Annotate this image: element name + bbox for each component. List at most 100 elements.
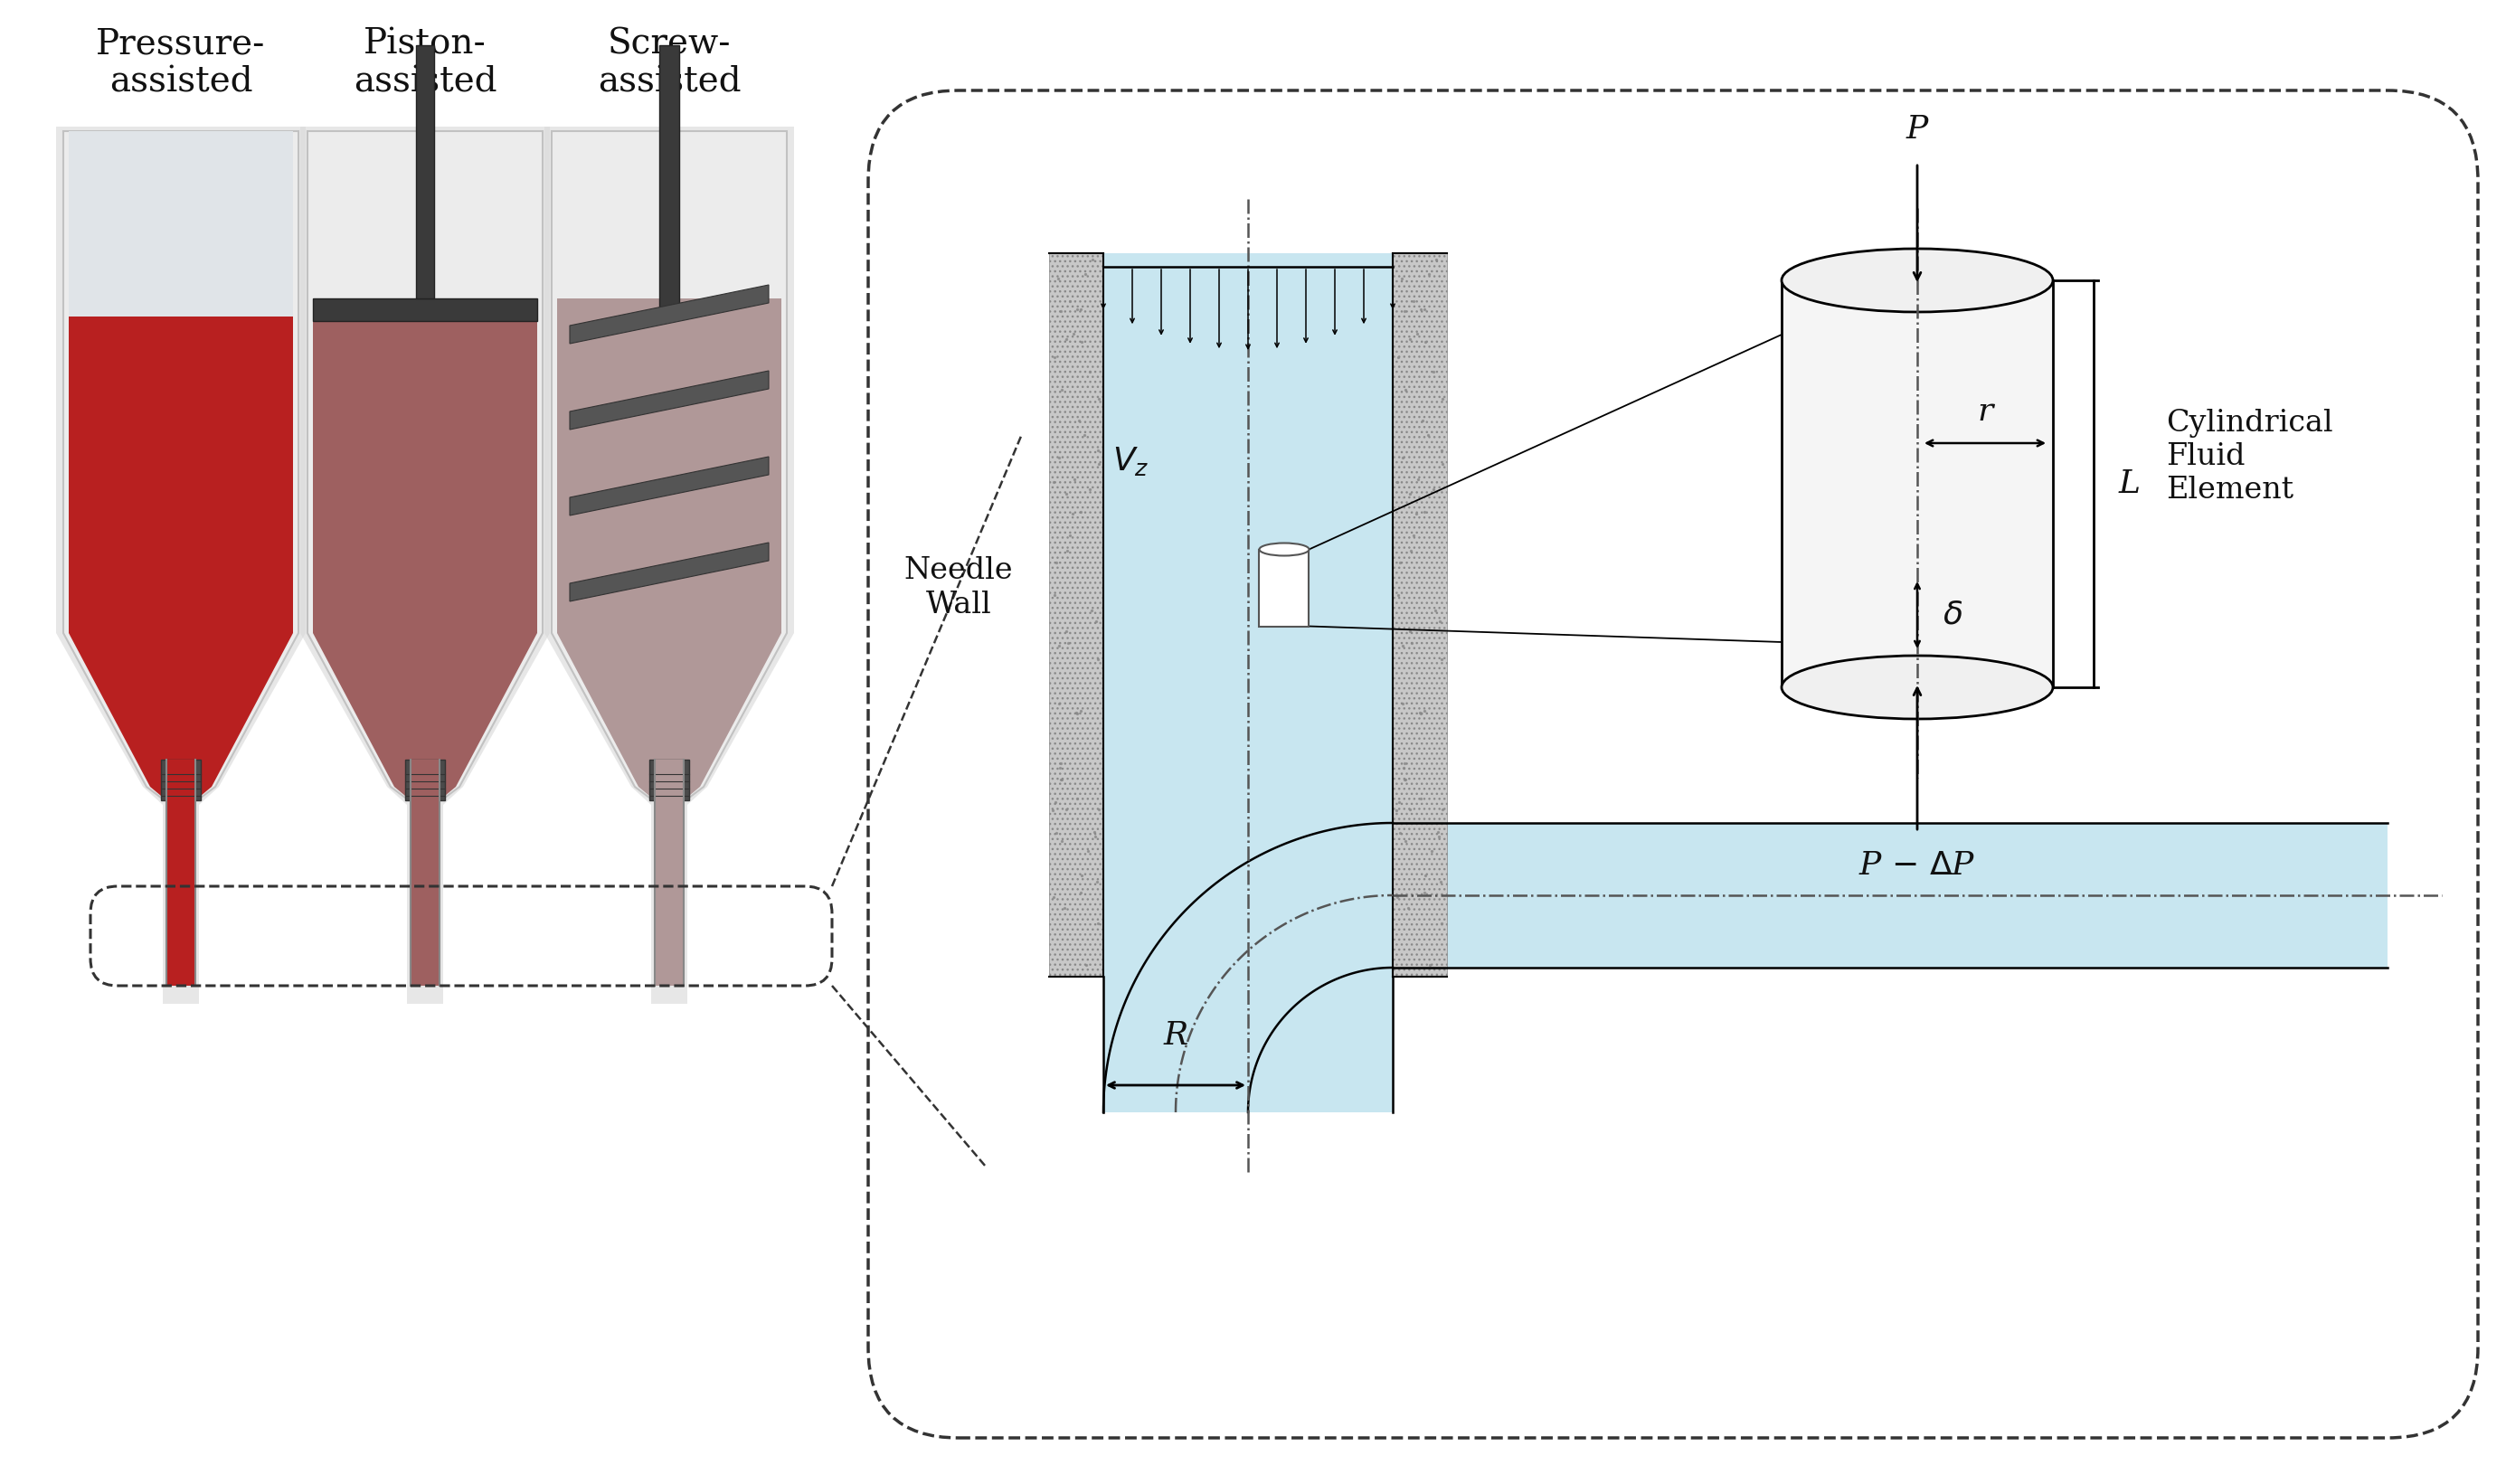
Point <box>1383 751 1423 775</box>
Polygon shape <box>1103 824 1393 1113</box>
Point <box>1376 798 1416 822</box>
Polygon shape <box>308 131 544 800</box>
Text: Piston-
assisted: Piston- assisted <box>353 27 496 99</box>
Polygon shape <box>406 760 446 800</box>
Point <box>1048 539 1088 562</box>
Point <box>1080 387 1120 411</box>
Point <box>1037 267 1078 291</box>
Point <box>1048 798 1088 822</box>
Polygon shape <box>1261 549 1308 626</box>
Point <box>1423 453 1464 476</box>
Point <box>1060 699 1100 723</box>
Point <box>1040 300 1080 324</box>
Polygon shape <box>556 298 782 787</box>
Point <box>1403 881 1443 905</box>
Point <box>1045 482 1085 506</box>
Point <box>1383 692 1423 715</box>
Polygon shape <box>544 126 794 1003</box>
Point <box>1035 583 1075 607</box>
Point <box>1058 702 1098 726</box>
Point <box>1383 634 1423 657</box>
Point <box>1393 524 1433 548</box>
Point <box>1045 328 1085 352</box>
Polygon shape <box>1782 280 2052 687</box>
Point <box>1063 329 1103 353</box>
Polygon shape <box>639 787 699 800</box>
Text: $\delta$: $\delta$ <box>1942 600 1962 631</box>
Polygon shape <box>68 316 293 787</box>
Point <box>1073 248 1113 272</box>
Polygon shape <box>313 298 536 321</box>
Point <box>1042 830 1083 853</box>
Polygon shape <box>551 131 787 800</box>
Point <box>1078 439 1118 463</box>
Point <box>1378 583 1418 607</box>
Point <box>1068 953 1108 976</box>
Point <box>1391 482 1431 506</box>
Point <box>1080 453 1120 476</box>
Ellipse shape <box>1782 656 2052 718</box>
Point <box>1421 870 1461 893</box>
Point <box>1388 896 1428 920</box>
Polygon shape <box>569 285 769 344</box>
Point <box>1403 699 1443 723</box>
Polygon shape <box>165 760 195 985</box>
Point <box>1032 470 1073 494</box>
Polygon shape <box>659 45 679 316</box>
Point <box>1391 631 1431 654</box>
Point <box>1040 634 1080 657</box>
Point <box>1413 359 1453 383</box>
Point <box>1035 884 1075 908</box>
Point <box>1391 798 1431 822</box>
Polygon shape <box>150 787 211 800</box>
Point <box>1068 838 1108 862</box>
Point <box>1398 467 1438 491</box>
Point <box>1381 267 1421 291</box>
Point <box>1065 263 1105 286</box>
Text: Pressure-
assisted: Pressure- assisted <box>95 27 266 99</box>
Point <box>1050 524 1090 548</box>
Point <box>1401 787 1441 810</box>
Point <box>1406 500 1446 524</box>
Point <box>1381 551 1421 574</box>
Point <box>1393 289 1433 313</box>
Point <box>1383 757 1423 781</box>
Point <box>1383 445 1423 469</box>
Point <box>1042 378 1083 402</box>
Point <box>1391 539 1431 562</box>
Point <box>1042 767 1083 791</box>
Text: Screw-
assisted: Screw- assisted <box>596 27 742 99</box>
Point <box>1063 864 1103 887</box>
Point <box>1401 702 1441 726</box>
Point <box>1060 500 1100 524</box>
Polygon shape <box>160 760 200 800</box>
Point <box>1421 647 1461 671</box>
Point <box>1421 439 1461 463</box>
Ellipse shape <box>1782 249 2052 312</box>
Point <box>1406 298 1446 322</box>
Point <box>1075 610 1115 634</box>
Point <box>1406 329 1446 353</box>
Point <box>1406 864 1446 887</box>
Point <box>1423 797 1464 821</box>
Point <box>1411 953 1451 976</box>
Polygon shape <box>654 760 684 985</box>
Point <box>1413 478 1453 502</box>
Point <box>1378 346 1418 370</box>
Point <box>1386 378 1426 402</box>
Point <box>1411 838 1451 862</box>
Text: Needle
Wall: Needle Wall <box>905 556 1012 619</box>
Polygon shape <box>1103 976 1393 1113</box>
Polygon shape <box>411 760 439 985</box>
Point <box>1401 408 1441 432</box>
Point <box>1416 598 1456 622</box>
Point <box>1421 610 1461 634</box>
Point <box>1078 647 1118 671</box>
Point <box>1378 791 1418 815</box>
Point <box>1421 911 1461 935</box>
Text: P: P <box>1907 114 1927 145</box>
Text: Cylindrical
Fluid
Element: Cylindrical Fluid Element <box>2165 408 2333 505</box>
Point <box>1386 767 1426 791</box>
Polygon shape <box>1050 254 1103 976</box>
Point <box>1408 423 1448 447</box>
